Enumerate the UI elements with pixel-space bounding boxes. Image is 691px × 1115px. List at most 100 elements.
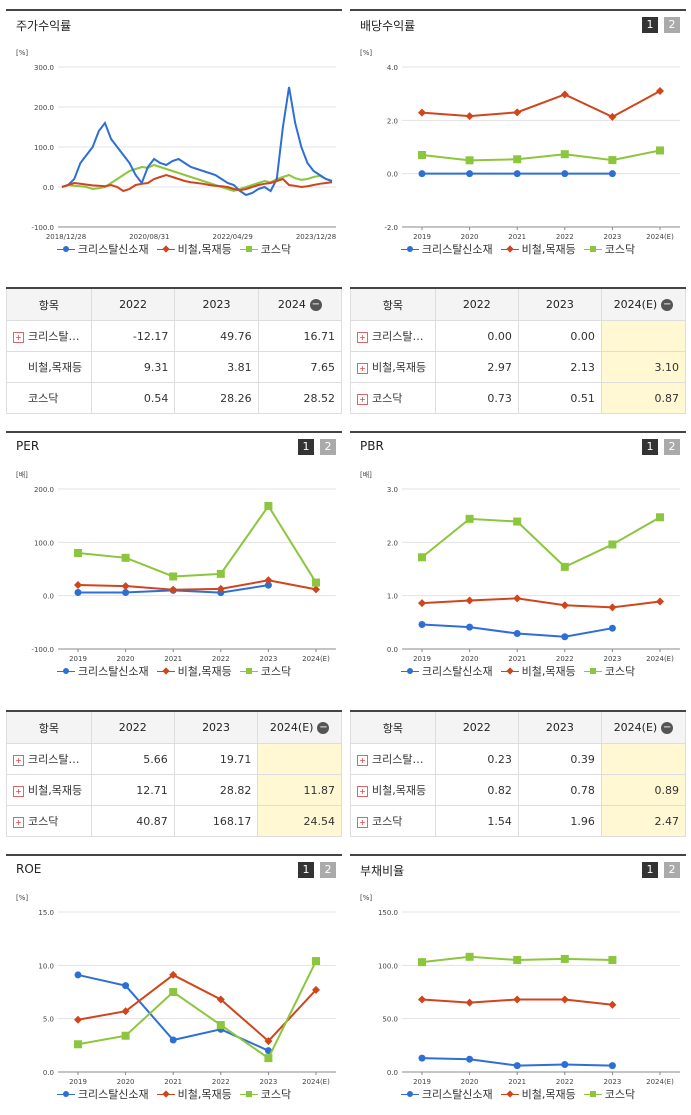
- pbr-chart: [배] 3.0 2.0 1.0 0.0 2019 2020 2021 2022 2023 2024(…: [360, 470, 680, 663]
- expand-icon[interactable]: +: [13, 754, 24, 766]
- expand-icon[interactable]: +: [357, 816, 368, 828]
- data-point: [466, 170, 474, 178]
- data-point: [608, 156, 617, 165]
- legend: 크리스탈신소재 비철,목재등 코스닥: [350, 241, 686, 257]
- collapse-icon[interactable]: −: [661, 722, 674, 734]
- y-tick-label: 2.0: [387, 117, 398, 125]
- x-tick-label: 2022: [556, 233, 574, 241]
- y-tick-label: 2.0: [387, 539, 398, 547]
- x-tick-label: 2024(E): [302, 1078, 330, 1086]
- page-2-button[interactable]: 2: [320, 862, 336, 878]
- x-tick-label: 2019: [413, 655, 431, 663]
- page-2-button[interactable]: 2: [664, 862, 680, 878]
- page-1-button[interactable]: 1: [642, 862, 658, 878]
- unit-label: [%]: [16, 894, 28, 902]
- table-cell: 28.52: [257, 382, 343, 414]
- page-2-button[interactable]: 2: [664, 17, 680, 33]
- data-point: [264, 576, 273, 585]
- table-cell: 0.39: [517, 743, 602, 775]
- data-point: [264, 1037, 273, 1046]
- expand-icon[interactable]: +: [357, 393, 368, 405]
- column-header: 2023: [517, 710, 602, 744]
- table-cell: 3.81: [174, 351, 259, 383]
- per-panel: PER 1 2 [배] 200.0 100.0 0.0 -100.0 2019 2020 20…: [6, 431, 342, 687]
- series-line: [421, 90, 661, 118]
- data-point: [608, 624, 616, 632]
- stock-return-panel: 주가수익률 [%] 300.0 200.0 100.0 0.0 -100.0 2018/12…: [6, 9, 342, 265]
- expand-icon[interactable]: +: [13, 785, 24, 797]
- x-tick-label: 2023: [603, 1078, 621, 1086]
- data-point: [264, 581, 272, 589]
- table-cell: 7.65: [257, 351, 343, 383]
- data-point: [465, 112, 474, 121]
- collapse-icon[interactable]: −: [309, 299, 322, 311]
- row-label: 코스닥: [6, 382, 92, 414]
- page-2-button[interactable]: 2: [320, 439, 336, 455]
- table-cell: 2.47: [600, 805, 687, 837]
- table-cell: 1.96: [517, 805, 602, 837]
- column-header: 2024(E) −: [600, 287, 687, 321]
- data-point: [513, 630, 521, 638]
- legend-item: 크리스탈신소재: [56, 241, 149, 257]
- row-label: + 크리스탈…: [350, 320, 436, 352]
- table-cell: 1.54: [434, 805, 519, 837]
- table-row: + 코스닥 1.54 1.96 2.47: [350, 805, 687, 837]
- x-tick-label: 2023/12/28: [296, 233, 336, 241]
- table-cell: 2.13: [517, 351, 602, 383]
- data-point: [169, 1036, 177, 1044]
- data-point: [74, 1040, 82, 1049]
- page-1-button[interactable]: 1: [642, 439, 658, 455]
- x-tick-label: 2022: [556, 1078, 574, 1086]
- expand-icon[interactable]: +: [13, 331, 24, 343]
- legend-marker: [156, 667, 175, 675]
- y-tick-label: 10.0: [38, 962, 54, 970]
- expand-icon[interactable]: +: [13, 816, 24, 828]
- legend-marker: [156, 245, 175, 253]
- legend-item: 코스닥: [583, 241, 635, 257]
- data-point: [513, 108, 522, 117]
- roe-panel: ROE 1 2 [%] 15.0 10.0 5.0 0.0 2019 2020 2021 202…: [6, 854, 342, 1110]
- data-point: [608, 170, 616, 178]
- column-header: 항목: [350, 710, 436, 744]
- expand-icon[interactable]: +: [357, 331, 368, 343]
- data-point: [121, 1031, 130, 1040]
- data-point: [418, 958, 426, 967]
- x-tick-label: 2020: [117, 1078, 135, 1086]
- legend-label: 코스닥: [260, 1088, 292, 1101]
- expand-icon[interactable]: +: [357, 785, 368, 797]
- page-1-button[interactable]: 1: [642, 17, 658, 33]
- collapse-icon[interactable]: −: [317, 722, 330, 734]
- row-label: + 크리스탈…: [6, 320, 92, 352]
- legend-marker: [56, 667, 75, 675]
- table-cell: 40.87: [90, 805, 175, 837]
- legend-label: 비철,목재등: [177, 1088, 232, 1101]
- stock-return-table: 항목 2022 2023 2024− + 크리스탈… -12.17 49.76 16.71 비철,…: [6, 287, 343, 414]
- data-point: [465, 156, 474, 165]
- page-1-button[interactable]: 1: [298, 862, 314, 878]
- pager: 1 2: [642, 862, 680, 878]
- row-label: + 코스닥: [350, 805, 436, 837]
- column-header: 2024−: [257, 287, 343, 321]
- legend-marker: [56, 1090, 75, 1098]
- expand-icon[interactable]: +: [357, 754, 368, 766]
- collapse-icon[interactable]: −: [661, 299, 674, 311]
- data-point: [466, 623, 474, 631]
- expand-icon[interactable]: +: [357, 362, 368, 374]
- page-2-button[interactable]: 2: [664, 439, 680, 455]
- legend-item: 비철,목재등: [500, 241, 576, 257]
- column-header: 2024(E) −: [257, 710, 342, 744]
- legend: 크리스탈신소재 비철,목재등 코스닥: [350, 663, 686, 679]
- table-cell: -12.17: [90, 320, 176, 352]
- dividend-yield-panel: 배당수익률 1 2 [%] 4.0 2.0 0.0 -2.0 2019 2020 2021 20…: [350, 9, 686, 265]
- unit-label: [%]: [360, 49, 372, 57]
- page-1-button[interactable]: 1: [298, 439, 314, 455]
- dividend-yield-chart: [%] 4.0 2.0 0.0 -2.0 2019 2020 2021 2022 2023 2024…: [360, 49, 680, 241]
- table-header-row: 항목 2022 2023 2024(E) −: [350, 287, 687, 321]
- y-tick-label: 200.0: [34, 104, 54, 112]
- data-point: [608, 1000, 617, 1009]
- legend-item: 크리스탈신소재: [400, 1086, 493, 1102]
- panel-title: 부채비율: [360, 864, 405, 878]
- x-tick-label: 2021: [508, 233, 526, 241]
- legend-label: 크리스탈신소재: [77, 243, 149, 256]
